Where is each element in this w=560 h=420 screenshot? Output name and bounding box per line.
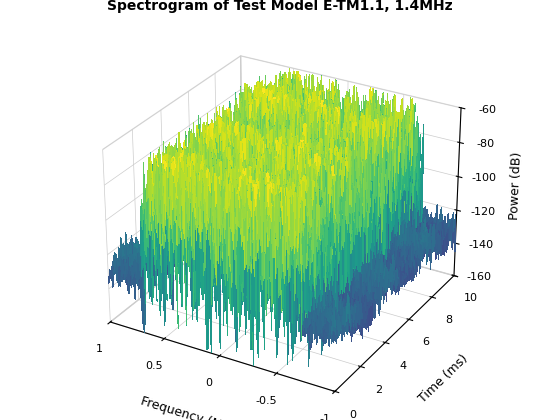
X-axis label: Frequency (MHz): Frequency (MHz) — [139, 394, 244, 420]
Y-axis label: Time (ms): Time (ms) — [417, 352, 471, 406]
Title: Spectrogram of Test Model E-TM1.1, 1.4MHz: Spectrogram of Test Model E-TM1.1, 1.4MH… — [107, 0, 453, 13]
